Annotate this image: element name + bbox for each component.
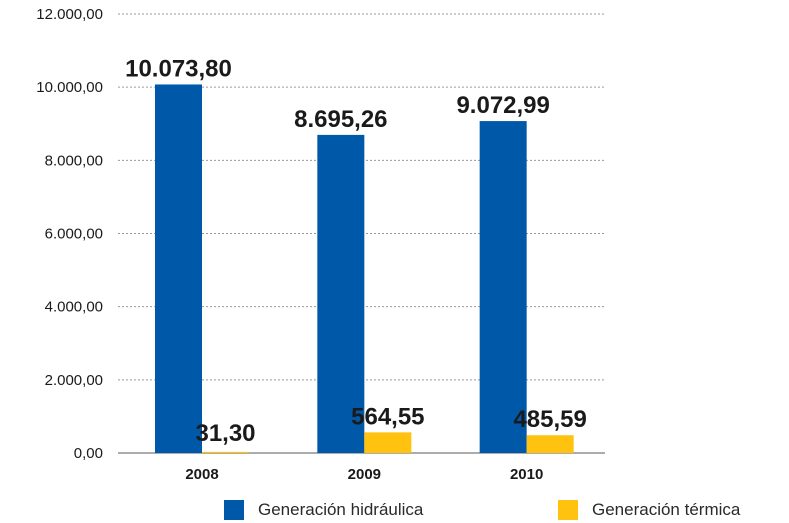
x-tick-label: 2009: [348, 466, 381, 483]
y-tick-label: 0,00: [74, 445, 103, 462]
y-tick-label: 12.000,00: [36, 6, 103, 23]
bar-termica: [202, 451, 249, 453]
legend-label-hidraulica: Generación hidráulica: [258, 500, 424, 519]
data-label: 10.073,80: [125, 55, 232, 82]
bar-termica: [526, 435, 574, 453]
bar-hidraulica: [479, 121, 527, 454]
y-tick-label: 6.000,00: [45, 226, 103, 243]
legend-swatch-hidraulica: [224, 500, 244, 520]
data-label: 8.695,26: [294, 106, 387, 133]
data-label: 31,30: [195, 420, 255, 447]
legend-label-termica: Generación térmica: [592, 500, 741, 519]
x-tick-label: 2008: [185, 466, 218, 483]
bar-termica: [364, 432, 412, 453]
y-tick-label: 4.000,00: [45, 299, 103, 316]
data-label: 564,55: [351, 403, 424, 430]
legend-item-hidraulica: Generación hidráulica: [224, 500, 423, 520]
data-label: 9.072,99: [456, 92, 549, 119]
y-tick-label: 10.000,00: [36, 79, 103, 96]
data-label: 485,59: [513, 406, 586, 433]
x-tick-label: 2010: [510, 466, 543, 483]
bar-hidraulica: [155, 84, 202, 453]
bar-chart: 0,00 2.000,00 4.000,00 6.000,00 8.000,00 10.0…: [36, 6, 605, 483]
y-tick-label: 8.000,00: [45, 152, 103, 169]
legend: Generación hidráulica Generación térmica: [0, 500, 789, 522]
y-tick-label: 2.000,00: [45, 372, 103, 389]
legend-item-termica: Generación térmica: [558, 500, 740, 520]
bar-hidraulica: [317, 134, 365, 453]
legend-swatch-termica: [558, 500, 578, 520]
